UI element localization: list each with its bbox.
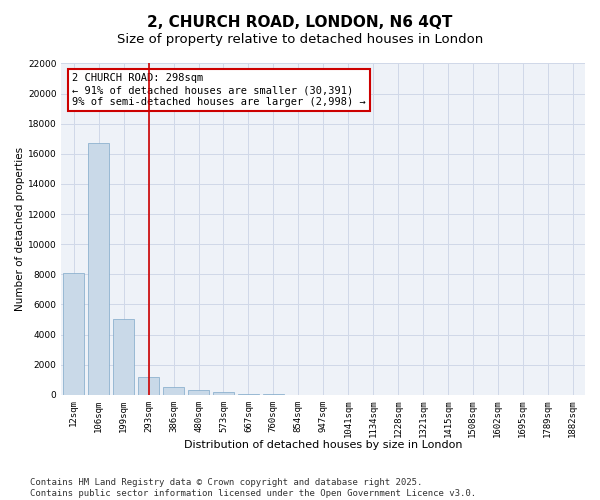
Bar [213,392,234,394]
Bar [163,387,184,394]
Bar [138,376,159,394]
Text: 2 CHURCH ROAD: 298sqm
← 91% of detached houses are smaller (30,391)
9% of semi-d: 2 CHURCH ROAD: 298sqm ← 91% of detached … [72,74,365,106]
Bar [63,273,85,394]
Y-axis label: Number of detached properties: Number of detached properties [15,147,25,311]
Bar [188,390,209,394]
Text: 2, CHURCH ROAD, LONDON, N6 4QT: 2, CHURCH ROAD, LONDON, N6 4QT [148,15,452,30]
Text: Contains HM Land Registry data © Crown copyright and database right 2025.
Contai: Contains HM Land Registry data © Crown c… [30,478,476,498]
Bar [113,320,134,394]
Text: Size of property relative to detached houses in London: Size of property relative to detached ho… [117,32,483,46]
Bar [88,144,109,394]
X-axis label: Distribution of detached houses by size in London: Distribution of detached houses by size … [184,440,463,450]
